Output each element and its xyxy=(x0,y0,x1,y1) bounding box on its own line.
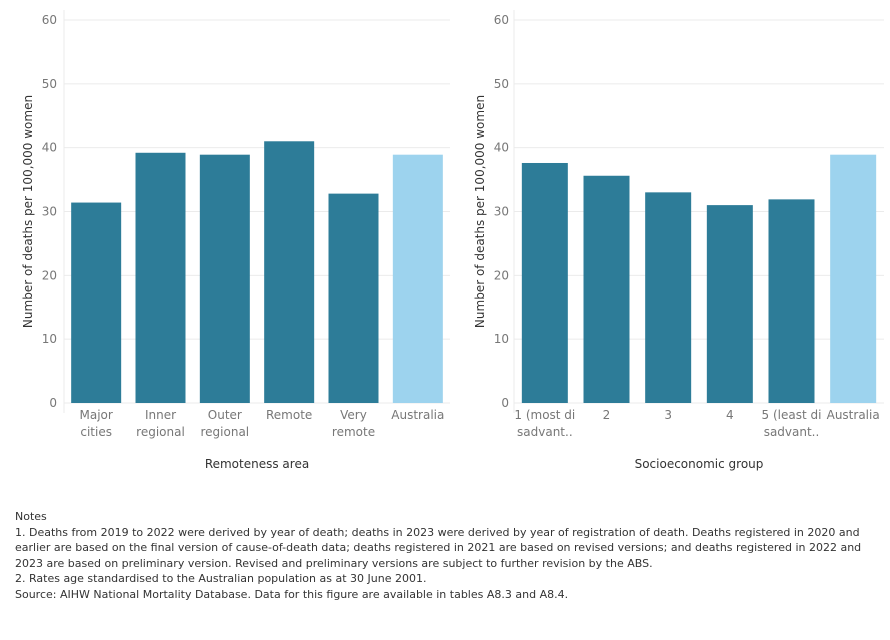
chart-0-bar[interactable] xyxy=(199,154,250,403)
chart-0-category-label: Australia xyxy=(391,408,444,422)
note-2: 2. Rates age standardised to the Austral… xyxy=(15,572,427,585)
source-note: Source: AIHW National Mortality Database… xyxy=(15,587,569,601)
socioeconomic-chart: 0 10 20 30 40 50 60 1 (most di sadvant.. 2 3 4 5 (le… xyxy=(473,10,884,471)
chart-0-y-tick-label: 20 xyxy=(42,268,57,282)
chart-1-y-tick-label: 0 xyxy=(501,396,509,410)
remoteness-chart: 0 10 20 30 40 50 60 Major cities Inner regional Out… xyxy=(21,10,450,471)
chart-1-category-label: sadvant.. xyxy=(517,425,573,439)
chart-0-category-label: Outer xyxy=(208,408,242,422)
chart-0-y-tick-label: 60 xyxy=(42,13,57,27)
chart-1-y-tick-label: 20 xyxy=(494,268,509,282)
chart-0-category-label: regional xyxy=(201,425,250,439)
chart-0-category-label: Inner xyxy=(145,408,176,422)
chart-0-y-tick-label: 50 xyxy=(42,77,57,91)
chart-0-x-axis-title: Remoteness area xyxy=(205,457,309,471)
chart-1-y-axis-title: Number of deaths per 100,000 women xyxy=(473,95,487,328)
chart-1-bar[interactable] xyxy=(768,199,815,403)
chart-0-category-label: Major xyxy=(80,408,113,422)
chart-1-category-label: sadvant.. xyxy=(764,425,820,439)
chart-1-y-tick-label: 10 xyxy=(494,332,509,346)
notes-block: Notes 1. Deaths from 2019 to 2022 were d… xyxy=(15,509,875,602)
chart-1-category-label: 1 (most di xyxy=(514,408,575,422)
chart-0-bar[interactable] xyxy=(71,202,122,403)
chart-1-category-label: 4 xyxy=(726,408,734,422)
chart-0-y-tick-label: 10 xyxy=(42,332,57,346)
chart-1-bar[interactable] xyxy=(583,175,630,403)
chart-1-x-axis-title: Socioeconomic group xyxy=(635,457,764,471)
chart-1-bar[interactable] xyxy=(645,192,692,403)
chart-1-category-label: 5 (least di xyxy=(762,408,822,422)
chart-1-y-tick-label: 40 xyxy=(494,141,509,155)
chart-1-y-tick-label: 50 xyxy=(494,77,509,91)
chart-0-y-tick-label: 0 xyxy=(49,396,57,410)
chart-1-bar[interactable] xyxy=(521,162,568,403)
chart-0-category-label: remote xyxy=(332,425,375,439)
chart-0-category-label: Remote xyxy=(266,408,312,422)
chart-0-bar[interactable] xyxy=(135,152,186,403)
chart-1-y-tick-label: 30 xyxy=(494,205,509,219)
chart-0-y-tick-label: 30 xyxy=(42,205,57,219)
chart-1-category-label: 3 xyxy=(664,408,672,422)
chart-1-category-label: Australia xyxy=(827,408,880,422)
chart-0-bar[interactable] xyxy=(328,193,379,403)
chart-0-category-label: Very xyxy=(340,408,367,422)
chart-0-bar[interactable] xyxy=(264,141,315,404)
chart-0-y-axis-title: Number of deaths per 100,000 women xyxy=(21,95,35,328)
chart-0-category-label: regional xyxy=(136,425,185,439)
chart-0-bar[interactable] xyxy=(392,154,443,403)
notes-heading: Notes xyxy=(15,510,47,523)
chart-1-bar[interactable] xyxy=(830,154,877,403)
chart-1-category-label: 2 xyxy=(603,408,611,422)
note-1: 1. Deaths from 2019 to 2022 were derived… xyxy=(15,525,862,570)
chart-0-y-tick-label: 40 xyxy=(42,141,57,155)
chart-0-category-label: cities xyxy=(80,425,112,439)
chart-1-bar[interactable] xyxy=(706,205,753,403)
chart-1-y-tick-label: 60 xyxy=(494,13,509,27)
